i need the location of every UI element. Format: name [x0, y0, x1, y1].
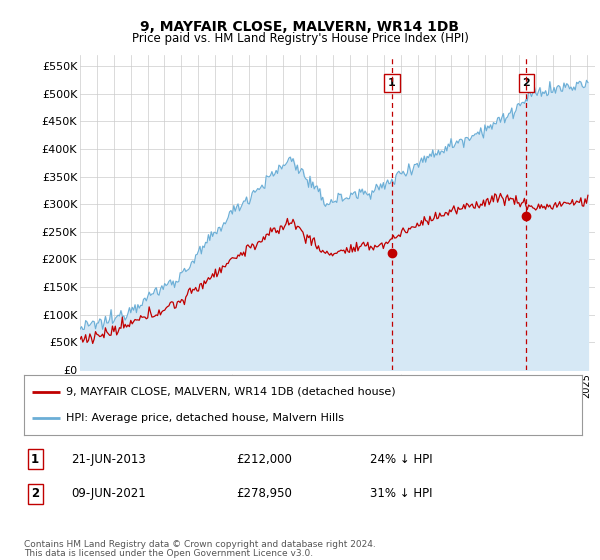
Text: 9, MAYFAIR CLOSE, MALVERN, WR14 1DB (detached house): 9, MAYFAIR CLOSE, MALVERN, WR14 1DB (det…	[66, 387, 395, 397]
Text: 9, MAYFAIR CLOSE, MALVERN, WR14 1DB: 9, MAYFAIR CLOSE, MALVERN, WR14 1DB	[140, 20, 460, 34]
Text: This data is licensed under the Open Government Licence v3.0.: This data is licensed under the Open Gov…	[24, 549, 313, 558]
Text: 09-JUN-2021: 09-JUN-2021	[71, 487, 146, 500]
Text: 1: 1	[31, 453, 39, 466]
Text: 31% ↓ HPI: 31% ↓ HPI	[370, 487, 433, 500]
Text: HPI: Average price, detached house, Malvern Hills: HPI: Average price, detached house, Malv…	[66, 413, 344, 423]
Text: 2: 2	[31, 487, 39, 500]
Text: Contains HM Land Registry data © Crown copyright and database right 2024.: Contains HM Land Registry data © Crown c…	[24, 540, 376, 549]
Text: Price paid vs. HM Land Registry's House Price Index (HPI): Price paid vs. HM Land Registry's House …	[131, 32, 469, 45]
Text: 21-JUN-2013: 21-JUN-2013	[71, 453, 146, 466]
Text: 1: 1	[388, 78, 396, 87]
Text: 2: 2	[523, 78, 530, 87]
Text: 24% ↓ HPI: 24% ↓ HPI	[370, 453, 433, 466]
Text: £278,950: £278,950	[236, 487, 292, 500]
Text: £212,000: £212,000	[236, 453, 292, 466]
